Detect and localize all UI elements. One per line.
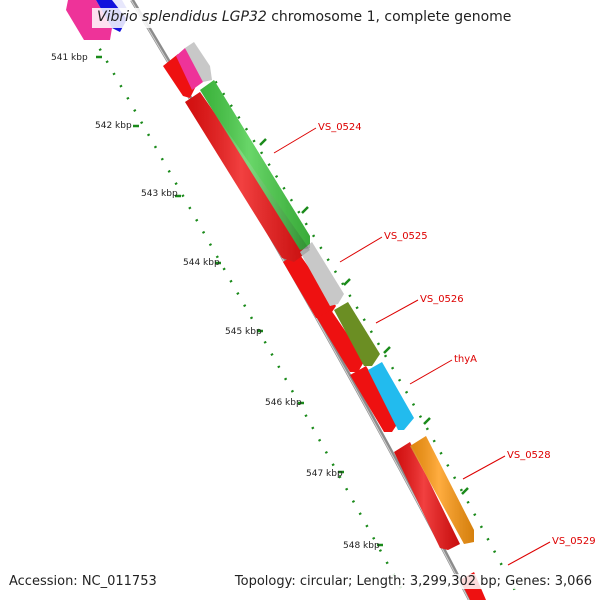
ruler-line bbox=[70, 0, 404, 591]
tick-label-541: 541 kbp bbox=[51, 53, 88, 63]
title-background bbox=[92, 8, 512, 28]
tick-label-544: 544 kbp bbox=[183, 258, 220, 268]
ruler-ticks bbox=[96, 55, 383, 547]
tick-label-545: 545 kbp bbox=[225, 327, 262, 337]
gene-label-vs0525[interactable]: VS_0525 bbox=[384, 231, 428, 242]
tick-label-543: 543 kbp bbox=[141, 189, 178, 199]
accession-text: Accession: NC_011753 bbox=[7, 574, 159, 589]
gene-olive[interactable] bbox=[334, 302, 380, 366]
outer-ticks bbox=[259, 138, 469, 495]
feature-shading bbox=[185, 80, 474, 550]
tick-label-542: 542 kbp bbox=[95, 121, 132, 131]
cds-red-5[interactable] bbox=[350, 366, 400, 432]
title-rest: chromosome 1, complete genome bbox=[266, 9, 512, 25]
species-name: Vibrio splendidus LGP32 bbox=[97, 9, 267, 25]
label-leaders bbox=[273, 127, 551, 566]
map-title: Vibrio splendidus LGP32 chromosome 1, co… bbox=[97, 9, 511, 25]
gene-label-vs0526[interactable]: VS_0526 bbox=[420, 294, 464, 305]
tick-label-548: 548 kbp bbox=[343, 541, 380, 551]
cds-red-3[interactable] bbox=[283, 252, 336, 318]
gene-labels: VS_0524 VS_0525 VS_0526 thyA VS_0528 VS_… bbox=[318, 122, 596, 547]
ruler-labels: 541 kbp 542 kbp 543 kbp 544 kbp 545 kbp … bbox=[51, 53, 380, 551]
gene-label-vs0528[interactable]: VS_0528 bbox=[507, 450, 551, 461]
gene-magenta[interactable] bbox=[176, 48, 203, 90]
cds-red-4[interactable] bbox=[317, 310, 365, 372]
gene-label-thya[interactable]: thyA bbox=[454, 354, 477, 365]
cds-red-1[interactable] bbox=[163, 54, 197, 98]
tick-label-547: 547 kbp bbox=[306, 469, 343, 479]
gene-label-vs0529[interactable]: VS_0529 bbox=[552, 536, 596, 547]
gene-label-vs0524[interactable]: VS_0524 bbox=[318, 122, 362, 133]
topology-text: Topology: circular; Length: 3,299,302 bp… bbox=[232, 574, 594, 589]
gene-cyan[interactable] bbox=[368, 362, 414, 430]
tick-label-546: 546 kbp bbox=[265, 398, 302, 408]
gene-grey-2[interactable] bbox=[300, 242, 344, 306]
gene-grey-1[interactable] bbox=[185, 42, 212, 82]
